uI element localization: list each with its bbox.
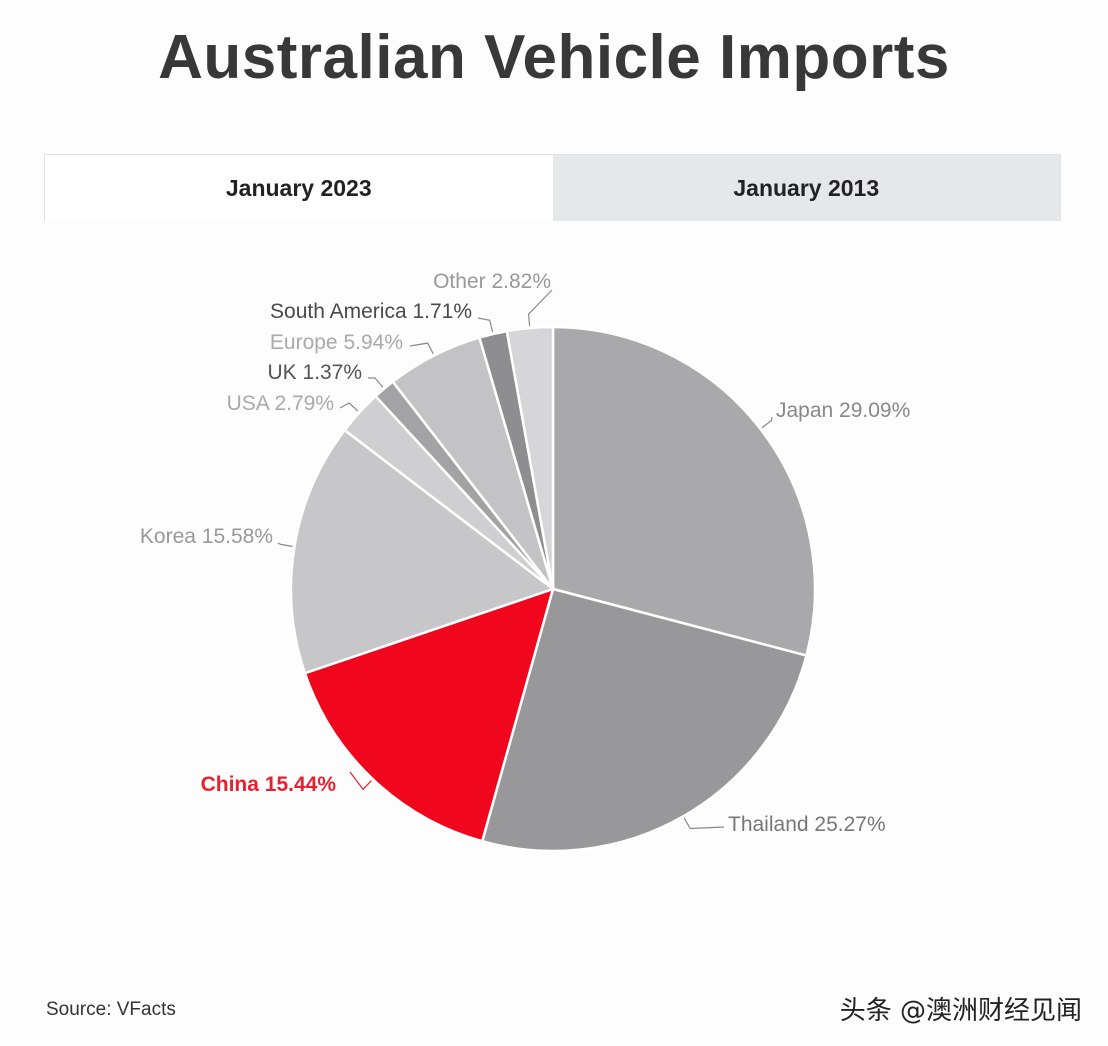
label-uk: UK 1.37% bbox=[267, 361, 362, 384]
label-europe: Europe 5.94% bbox=[270, 331, 403, 354]
leader-line-japan bbox=[761, 416, 773, 429]
tab-january-2023[interactable]: January 2023 bbox=[45, 155, 553, 221]
leader-line-china bbox=[349, 771, 372, 791]
label-south-america: South America 1.71% bbox=[270, 300, 472, 323]
slice-china[interactable] bbox=[303, 587, 555, 843]
label-korea: Korea 15.58% bbox=[140, 525, 273, 548]
watermark: 头条 @澳洲财经见闻 bbox=[839, 996, 1082, 1026]
leader-line-other bbox=[527, 289, 553, 327]
slice-other[interactable] bbox=[505, 325, 555, 590]
slice-japan[interactable] bbox=[551, 325, 817, 658]
leader-line-thailand bbox=[683, 817, 725, 830]
label-thailand: Thailand 25.27% bbox=[728, 813, 886, 836]
leader-line-europe bbox=[409, 342, 434, 355]
leader-line-usa bbox=[339, 402, 359, 412]
label-japan: Japan 29.09% bbox=[776, 399, 910, 422]
slice-thailand[interactable] bbox=[480, 587, 808, 853]
tab-january-2013[interactable]: January 2013 bbox=[552, 155, 1060, 221]
label-china: China 15.44% bbox=[201, 773, 337, 796]
period-tabs: January 2023 January 2013 bbox=[44, 154, 1061, 221]
leader-line-korea bbox=[277, 542, 293, 547]
source-note: Source: VFacts bbox=[46, 999, 176, 1020]
leader-line-uk bbox=[368, 377, 384, 388]
label-usa: USA 2.79% bbox=[227, 392, 334, 415]
chart-title: Australian Vehicle Imports bbox=[158, 23, 950, 92]
leader-line-south-america bbox=[477, 317, 494, 333]
slice-korea[interactable] bbox=[289, 428, 556, 675]
label-other: Other 2.82% bbox=[433, 270, 551, 293]
